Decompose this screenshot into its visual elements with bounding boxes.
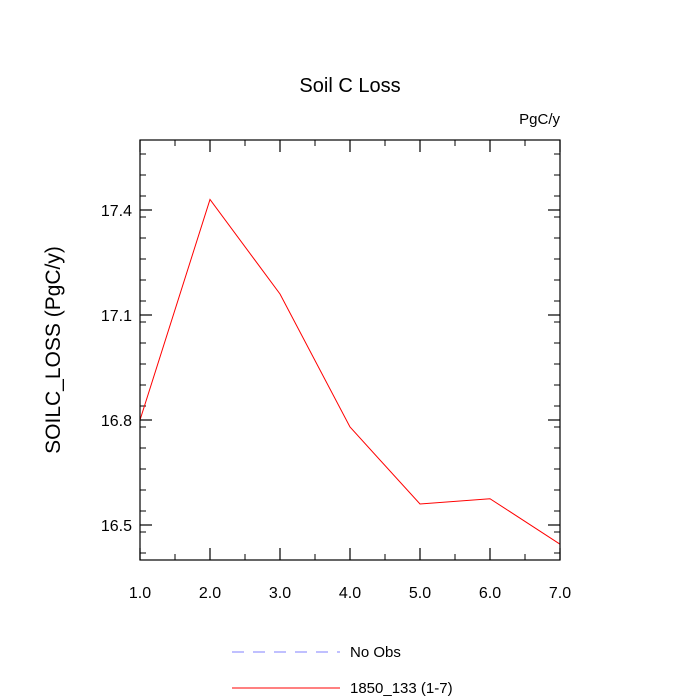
y-tick-label: 16.5 xyxy=(101,518,132,535)
x-tick-label: 2.0 xyxy=(199,585,221,602)
y-tick-label: 17.4 xyxy=(101,203,132,220)
x-tick-label: 4.0 xyxy=(339,585,361,602)
x-tick-label: 5.0 xyxy=(409,585,431,602)
series-line xyxy=(139,198,561,545)
units-label: PgC/y xyxy=(519,111,560,128)
y-tick-label: 17.1 xyxy=(101,308,132,325)
legend-label: 1850_133 (1-7) xyxy=(350,680,453,697)
y-tick-label: 16.8 xyxy=(101,413,132,430)
legend: No Obs 1850_133 (1-7) xyxy=(232,644,453,697)
axes: 1.0 2.0 3.0 4.0 5.0 6.0 7.0 16.5 16.8 17.1 17.4 xyxy=(101,140,571,602)
x-tick-label: 6.0 xyxy=(479,585,501,602)
legend-label: No Obs xyxy=(350,644,401,661)
x-tick-label: 1.0 xyxy=(129,585,151,602)
x-tick-label: 7.0 xyxy=(549,585,571,602)
x-tick-label: 3.0 xyxy=(269,585,291,602)
y-axis-label: SOILC_LOSS (PgC/y) xyxy=(42,246,65,454)
series-layer xyxy=(139,198,561,545)
chart-title: Soil C Loss xyxy=(299,75,400,97)
plot-frame xyxy=(139,139,561,561)
